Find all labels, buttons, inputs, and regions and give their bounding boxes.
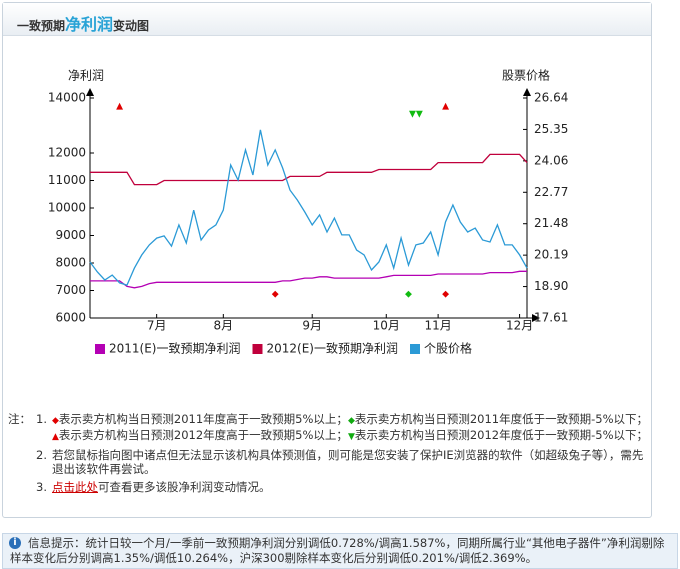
x-tick-label: 10月 [373,319,400,333]
y-tick-label: 8000 [55,256,86,270]
note-item: 2. 若您鼠标指向图中诸点但无法显示该机构具体预测值，则可能是您安装了保护IE浏览… [8,448,648,476]
y-tick-label: 11000 [48,173,86,187]
series-line [90,153,528,186]
legend-label: 个股价格 [424,341,472,356]
note-symbol: ◆ [52,416,59,426]
y2-tick-label: 22.77 [534,185,568,199]
legend-label: 2012(E)一致预期净利润 [267,342,399,356]
y-tick-label: 10000 [48,201,86,215]
y2-tick-label: 26.64 [534,91,568,105]
y-axis-title: 净利润 [68,69,104,83]
legend-label: 2011(E)一致预期净利润 [109,342,241,356]
info-text: 信息提示：统计日较一个月/一季前一致预期净利润分别调低0.728%/调高1.58… [10,536,665,565]
panel: 一致预期净利润变动图 [2,2,652,518]
note-text: 表示卖方机构当日预测2012年度高于一致预期5%以上； [58,428,348,442]
x-tick-label: 8月 [214,319,234,333]
title-part: 一致预期 [17,19,66,33]
y2-tick-label: 21.48 [534,216,568,230]
y2-axis-title: 股票价格 [502,68,550,83]
note-item: 3. 点击此处可查看更多该股净利润变动情况。 [8,480,648,494]
note-number: 1. [36,412,47,426]
y2-tick-label: 25.35 [534,122,568,136]
x-tick-label: 7月 [147,319,167,333]
series-line [90,270,527,289]
y-tick-label: 12000 [48,146,86,160]
y-tick-label: 6000 [55,311,86,325]
x-tick-label: 9月 [302,319,322,333]
note-text: 可查看更多该股净利润变动情况。 [98,480,271,494]
y-axis-arrow [86,88,94,96]
chart: 净利润 股票价格 14000 12000 11000 10000 9000 8000 700… [48,68,569,356]
note-line: ▲表示卖方机构当日预测2012年度高于一致预期5%以上；▼表示卖方机构当日预测2… [52,428,648,444]
info-icon: i [9,537,21,549]
y2-tick-label: 20.19 [534,248,568,262]
x-axis-arrow [532,314,540,322]
note-text: 表示卖方机构当日预测2011年度高于一致预期5%以上； [58,412,348,426]
y-tick-label: 9000 [55,228,86,242]
title-part: 变动图 [113,19,150,33]
legend-swatch [410,344,420,354]
event-marker: ◆ [272,290,279,300]
note-number: 3. [36,480,47,494]
legend-swatch [252,344,263,354]
note-text: 表示卖方机构当日预测2012年度低于一致预期-5%以下； [354,428,649,442]
notes-label: 注： [8,412,31,426]
panel-header: 一致预期净利润变动图 [3,3,651,36]
note-text: 表示卖方机构当日预测2011年度低于一致预期-5%以下； [354,412,649,426]
info-bar: i 信息提示：统计日较一个月/一季前一致预期净利润分别调低0.728%/调高1.… [2,533,678,569]
note-text: 若您鼠标指向图中诸点但无法显示该机构具体预测值，则可能是您安装了保护IE浏览器的… [52,448,644,476]
note-item: 注： 1. ◆表示卖方机构当日预测2011年度高于一致预期5%以上；◆表示卖方机构当… [8,412,648,444]
notes: 注： 1. ◆表示卖方机构当日预测2011年度高于一致预期5%以上；◆表示卖方机构当… [8,412,648,498]
panel-title: 一致预期净利润变动图 [17,11,149,35]
y2-tick-label: 17.61 [534,311,568,325]
legend-swatch [95,344,105,354]
y2-axis-arrow [523,88,531,96]
x-tick-label: 11月 [424,319,451,333]
y-tick-label: 14000 [48,91,86,105]
event-marker: ▲ [116,102,123,112]
note-link[interactable]: 点击此处 [52,480,98,494]
title-part: 净利润 [65,15,114,34]
event-marker: ▲ [442,102,449,112]
note-line: ◆表示卖方机构当日预测2011年度高于一致预期5%以上；◆表示卖方机构当日预测2… [52,412,648,428]
series-line [89,129,528,286]
y2-tick-label: 24.06 [534,153,568,167]
note-symbol: ◆ [347,416,355,426]
y2-tick-label: 18.90 [534,279,568,293]
event-marker: ◆ [442,290,449,300]
note-symbol: ▲ [52,432,59,442]
note-number: 2. [36,448,47,462]
event-marker: ▼▼ [409,110,423,120]
event-marker: ◆ [405,290,412,300]
x-tick-label: 12月 [506,319,533,333]
note-symbol: ▼ [347,432,355,442]
y-tick-label: 7000 [55,283,86,297]
